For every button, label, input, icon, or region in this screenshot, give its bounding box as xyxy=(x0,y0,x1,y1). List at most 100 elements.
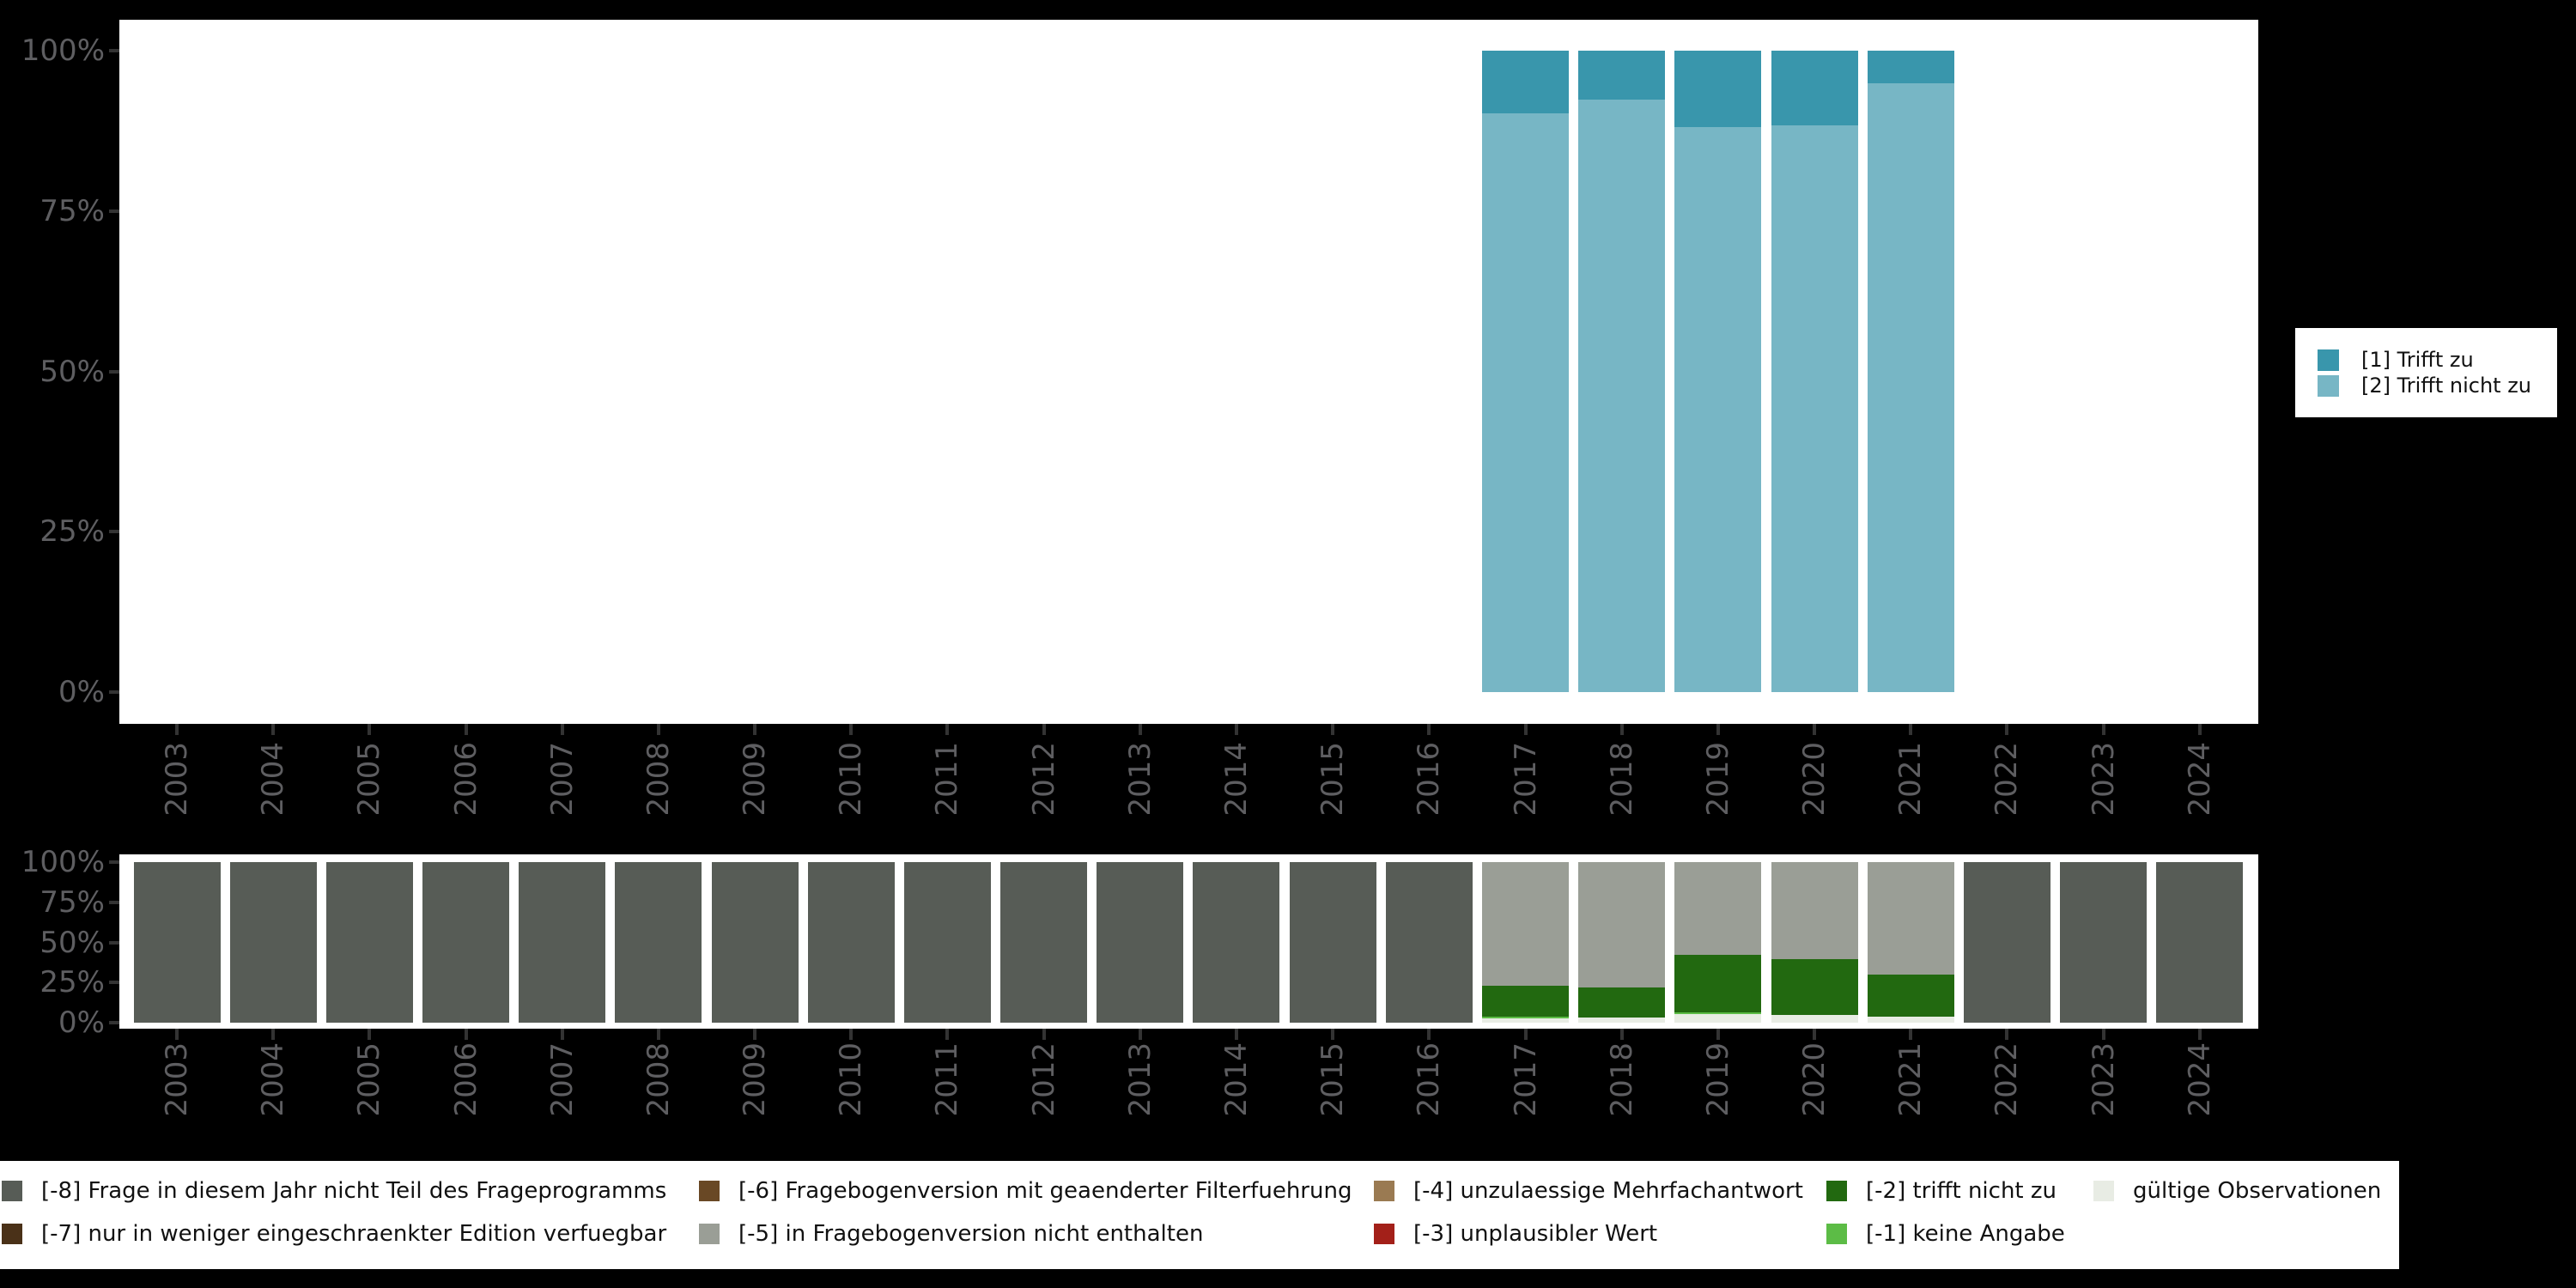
bar-segment-2004 xyxy=(229,862,317,1023)
bar-segment-2013 xyxy=(1097,862,1184,1023)
x-axis-year-label: 2007 xyxy=(544,742,580,817)
x-axis-year-label: 2004 xyxy=(256,1042,291,1117)
legend-label: gültige Observationen xyxy=(2133,1178,2382,1204)
y-axis-tick-label: 100% xyxy=(21,845,105,879)
x-axis-year-label: 2008 xyxy=(641,742,676,817)
x-axis-tick xyxy=(2005,724,2009,735)
x-axis-year-label: 2015 xyxy=(1315,742,1351,817)
bar-segment-2017 xyxy=(1482,985,1570,1017)
x-axis-year-label: 2014 xyxy=(1218,1042,1254,1117)
legend-swatch xyxy=(1826,1224,1847,1244)
missing-codes-legend: [-8] Frage in diesem Jahr nicht Teil des… xyxy=(0,1161,2399,1269)
y-axis-tick-label: 75% xyxy=(39,884,105,920)
bar-segment-2017 xyxy=(1482,1016,1570,1018)
x-axis-tick xyxy=(464,1029,468,1040)
y-axis-tick xyxy=(109,530,119,534)
y-axis-tick-label: 0% xyxy=(58,675,105,709)
x-axis-year-label: 2019 xyxy=(1700,1042,1735,1117)
x-axis-year-label: 2010 xyxy=(834,742,869,817)
x-axis-year-label: 2017 xyxy=(1508,1042,1543,1117)
x-axis-year-label: 2020 xyxy=(1797,1042,1832,1117)
legend-label: [-2] trifft nicht zu xyxy=(1866,1178,2057,1204)
x-axis-year-label: 2003 xyxy=(160,742,194,817)
x-axis-tick xyxy=(1523,724,1528,735)
x-axis-tick xyxy=(1523,1029,1528,1040)
bar-segment-2015 xyxy=(1289,862,1376,1023)
bar-segment-2019 xyxy=(1674,51,1762,127)
x-axis-tick xyxy=(1331,724,1335,735)
x-axis-year-label: 2007 xyxy=(544,1042,580,1117)
x-axis-year-label: 2012 xyxy=(1026,742,1061,817)
y-axis-tick xyxy=(109,1021,119,1024)
x-axis-year-label: 2019 xyxy=(1700,742,1735,817)
x-axis-year-label: 2021 xyxy=(1893,742,1929,817)
x-axis-tick xyxy=(1427,724,1431,735)
bar-segment-2022 xyxy=(1963,862,2050,1023)
top-chart-plot-area xyxy=(119,20,2258,724)
y-axis-tick-label: 75% xyxy=(39,193,105,228)
x-axis-year-label: 2024 xyxy=(2182,1042,2217,1117)
x-axis-tick xyxy=(464,724,468,735)
bar-segment-2019 xyxy=(1674,1014,1762,1023)
x-axis-year-label: 2005 xyxy=(352,742,387,817)
y-axis-tick-label: 0% xyxy=(58,1005,105,1040)
x-axis-tick xyxy=(656,724,660,735)
bar-segment-2021 xyxy=(1867,862,1954,975)
x-axis-tick xyxy=(1427,1029,1431,1040)
x-axis-tick xyxy=(560,1029,564,1040)
legend-swatch xyxy=(1374,1181,1394,1201)
legend-swatch xyxy=(699,1181,720,1201)
x-axis-year-label: 2022 xyxy=(1990,1042,2025,1117)
x-axis-year-label: 2009 xyxy=(738,1042,773,1117)
y-axis-tick-label: 100% xyxy=(21,33,105,68)
x-axis-year-label: 2017 xyxy=(1508,742,1543,817)
bar-segment-2020 xyxy=(1771,1015,1858,1023)
x-axis-year-label: 2024 xyxy=(2182,742,2217,817)
x-axis-tick xyxy=(368,1029,372,1040)
legend-item: [2] Trifft nicht zu xyxy=(2295,373,2557,398)
y-axis-tick xyxy=(109,690,119,694)
x-axis-year-label: 2021 xyxy=(1893,1042,1929,1117)
legend-swatch xyxy=(699,1224,720,1244)
bar-segment-2005 xyxy=(325,862,413,1023)
y-axis-tick xyxy=(109,860,119,864)
y-axis-tick xyxy=(109,49,119,52)
x-axis-tick xyxy=(945,724,950,735)
x-axis-year-label: 2018 xyxy=(1604,1042,1639,1117)
y-axis-tick-label: 25% xyxy=(39,514,105,550)
x-axis-year-label: 2010 xyxy=(834,1042,869,1117)
x-axis-year-label: 2013 xyxy=(1122,742,1157,817)
y-axis-tick-label: 50% xyxy=(39,925,105,960)
x-axis-tick xyxy=(753,724,757,735)
bar-segment-2018 xyxy=(1578,51,1666,100)
x-axis-tick xyxy=(1042,1029,1046,1040)
y-axis-tick xyxy=(109,940,119,945)
bar-segment-2016 xyxy=(1385,862,1473,1023)
x-axis-year-label: 2016 xyxy=(1412,742,1447,817)
x-axis-tick xyxy=(271,724,276,735)
bar-segment-2019 xyxy=(1674,862,1762,955)
y-axis-tick xyxy=(109,900,119,904)
bar-segment-2020 xyxy=(1771,959,1858,1015)
bar-segment-2019 xyxy=(1674,954,1762,1012)
legend-label: [-3] unplausibler Wert xyxy=(1413,1221,1658,1247)
y-axis-tick-label: 25% xyxy=(39,965,105,1000)
bar-segment-2020 xyxy=(1771,862,1858,960)
bottom-chart-plot-area xyxy=(119,854,2258,1029)
x-axis-tick xyxy=(1716,724,1720,735)
y-axis-tick xyxy=(109,981,119,985)
x-axis-tick xyxy=(1619,1029,1624,1040)
y-axis-tick xyxy=(109,209,119,213)
top-chart-legend: [1] Trifft zu [2] Trifft nicht zu xyxy=(2295,328,2557,417)
x-axis-year-label: 2012 xyxy=(1026,1042,1061,1117)
x-axis-year-label: 2020 xyxy=(1797,742,1832,817)
bar-segment-2021 xyxy=(1867,975,1954,1017)
bar-segment-2020 xyxy=(1771,125,1858,692)
legend-label: [-1] keine Angabe xyxy=(1866,1221,2065,1247)
bar-segment-2017 xyxy=(1482,862,1570,986)
x-axis-year-label: 2011 xyxy=(930,1042,965,1117)
legend-swatch xyxy=(2,1181,22,1201)
x-axis-tick xyxy=(849,1029,854,1040)
x-axis-tick xyxy=(849,724,854,735)
x-axis-tick xyxy=(1619,724,1624,735)
